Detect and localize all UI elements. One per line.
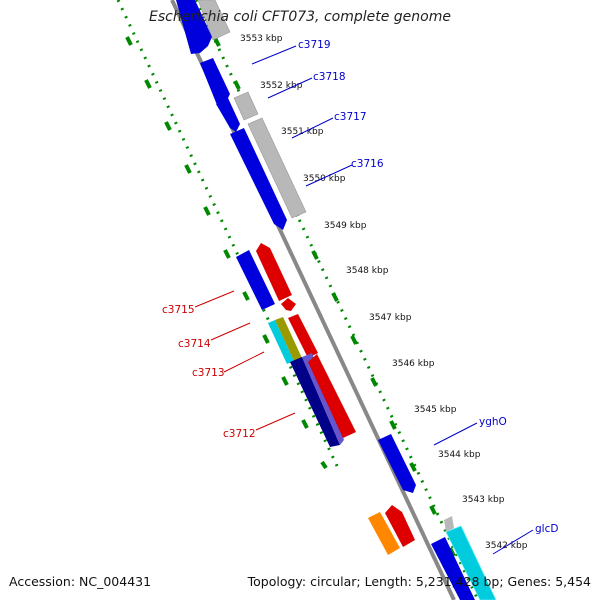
gene-label-c3716[interactable]: c3716 (351, 158, 384, 170)
gene-label-c3714[interactable]: c3714 (178, 338, 211, 350)
genome-summary-text: Topology: circular; Length: 5,231,428 bp… (247, 574, 591, 589)
forward-strand-features (176, 0, 497, 601)
tick-label: 3547 kbp (369, 313, 412, 323)
reverse-leaders (194, 290, 296, 431)
gene-glcD-arrow[interactable] (431, 537, 475, 600)
tick-label: 3548 kbp (346, 266, 389, 276)
gene-c3716-arrow[interactable] (230, 128, 287, 230)
gene-yghO-arrow[interactable] (378, 434, 416, 493)
feature-grey[interactable] (444, 516, 454, 532)
tick-label: 3553 kbp (240, 34, 283, 44)
gene-label-c3719[interactable]: c3719 (298, 39, 331, 51)
gene-label-c3712[interactable]: c3712 (223, 428, 256, 440)
map-title: Escherichia coli CFT073, complete genome (149, 9, 451, 25)
feature-grey[interactable] (247, 117, 307, 219)
feature-orange[interactable] (368, 512, 400, 555)
tick-label: 3549 kbp (324, 221, 367, 231)
gene-label-glcD[interactable]: glcD (535, 523, 558, 535)
gene-label-c3715[interactable]: c3715 (162, 304, 195, 316)
gene-c3714-arrow[interactable] (281, 298, 296, 311)
gene-c3715-arrow[interactable] (256, 243, 292, 301)
gene-label-c3718[interactable]: c3718 (313, 71, 346, 83)
tick-label: 3550 kbp (303, 174, 346, 184)
gene-c3715-box[interactable] (236, 250, 275, 310)
tick-label: 3546 kbp (392, 359, 435, 369)
gene-c3717-arrow[interactable] (216, 98, 240, 132)
gene-c3714-red[interactable] (288, 314, 318, 358)
tick-label: 3544 kbp (438, 450, 481, 460)
gene-label-c3717[interactable]: c3717 (334, 111, 367, 123)
gene-c3713-cyan[interactable] (268, 320, 294, 364)
tick-label: 3552 kbp (260, 81, 303, 91)
gene-c3718-arrow[interactable] (200, 58, 230, 105)
reverse-strand-features (236, 243, 415, 555)
feature-grey[interactable] (233, 91, 259, 121)
gene-label-c3713[interactable]: c3713 (192, 367, 225, 379)
feature-red-arrow[interactable] (385, 505, 415, 547)
gene-c3712-violet[interactable] (302, 353, 344, 445)
tick-label: 3543 kbp (462, 495, 505, 505)
gene-c3712-navy[interactable] (290, 357, 340, 447)
gene-c3719-arrow[interactable] (176, 0, 212, 54)
gene-c3712-arrow[interactable] (308, 354, 356, 438)
accession-text: Accession: NC_004431 (9, 574, 152, 589)
scale-dots-outer-left (116, 0, 340, 469)
tick-label: 3545 kbp (414, 405, 457, 415)
forward-leaders (251, 45, 534, 555)
tick-label: 3551 kbp (281, 127, 324, 137)
gene-c3713-olive[interactable] (275, 317, 302, 361)
gene-label-yghO[interactable]: yghO (479, 416, 507, 428)
feature-grey[interactable] (197, 0, 231, 41)
